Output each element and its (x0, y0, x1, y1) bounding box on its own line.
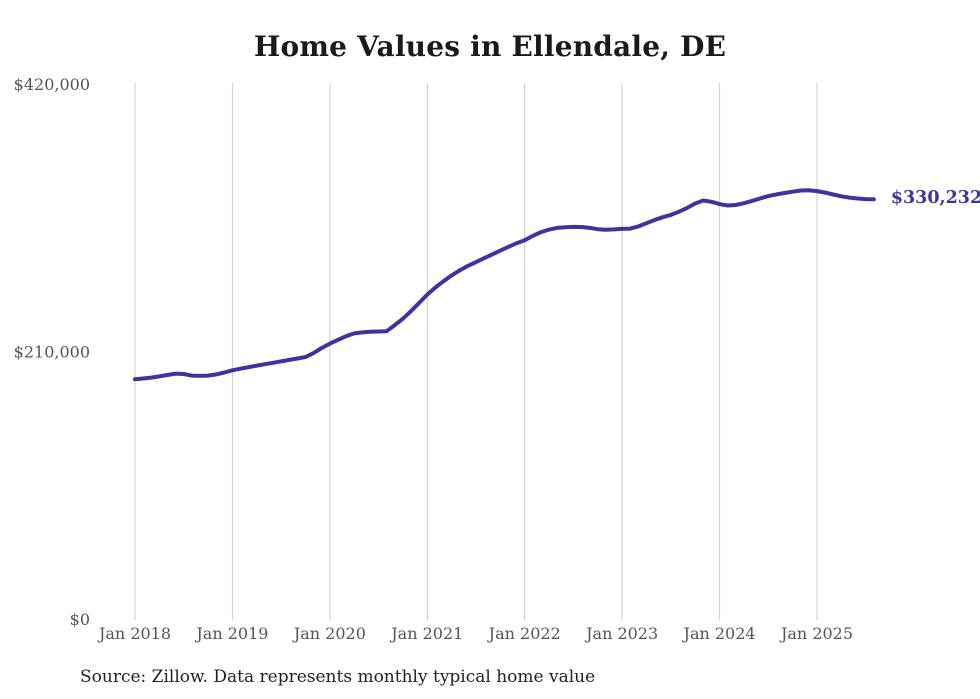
x-axis-tick-label: Jan 2020 (292, 624, 366, 643)
y-axis-tick-label: $210,000 (14, 343, 90, 362)
x-axis-tick-label: Jan 2019 (194, 624, 268, 643)
x-axis-tick-label: Jan 2021 (389, 624, 463, 643)
latest-value-label: $330,232 (890, 188, 980, 209)
y-axis-tick-label: $420,000 (14, 75, 90, 94)
y-axis-tick-label: $0 (70, 610, 90, 629)
chart-title: Home Values in Ellendale, DE (253, 30, 727, 63)
x-axis-ticks-group: Jan 2018 Jan 2019 Jan 2020 Jan 2021 Jan 2022… (97, 624, 853, 643)
source-note: Source: Zillow. Data represents monthly … (80, 667, 596, 687)
x-axis-tick-label: Jan 2025 (779, 624, 853, 643)
x-axis-tick-label: Jan 2024 (682, 624, 756, 643)
x-axis-tick-label: Jan 2022 (487, 624, 561, 643)
x-axis-tick-label: Jan 2023 (584, 624, 658, 643)
gridlines-group (134, 83, 818, 620)
y-axis-ticks-group: $0 $210,000 $420,000 (14, 75, 90, 629)
home-value-line (133, 188, 876, 382)
x-axis-tick-label: Jan 2018 (97, 624, 171, 643)
